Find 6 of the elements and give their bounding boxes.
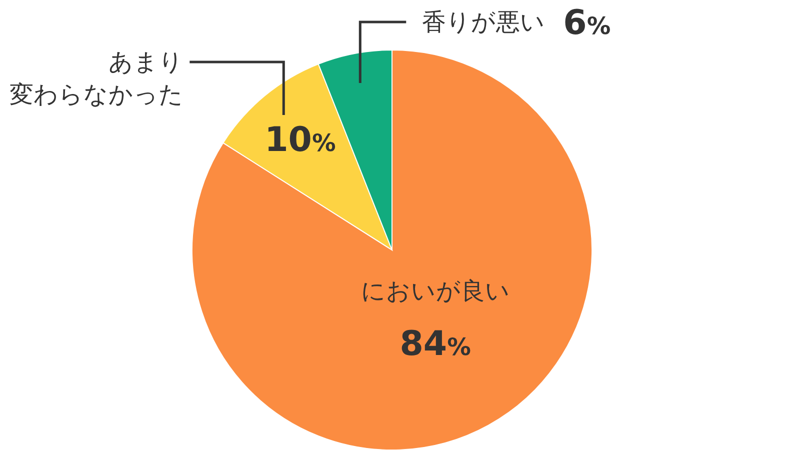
slice-label: あまり変わらなかった [10, 48, 184, 108]
data-label: 10% [264, 120, 336, 160]
data-label: 6% [563, 3, 611, 43]
slice-label: においが良い [360, 276, 510, 305]
data-label: 84% [400, 324, 472, 364]
slice-label: 香りが悪い [422, 8, 546, 36]
